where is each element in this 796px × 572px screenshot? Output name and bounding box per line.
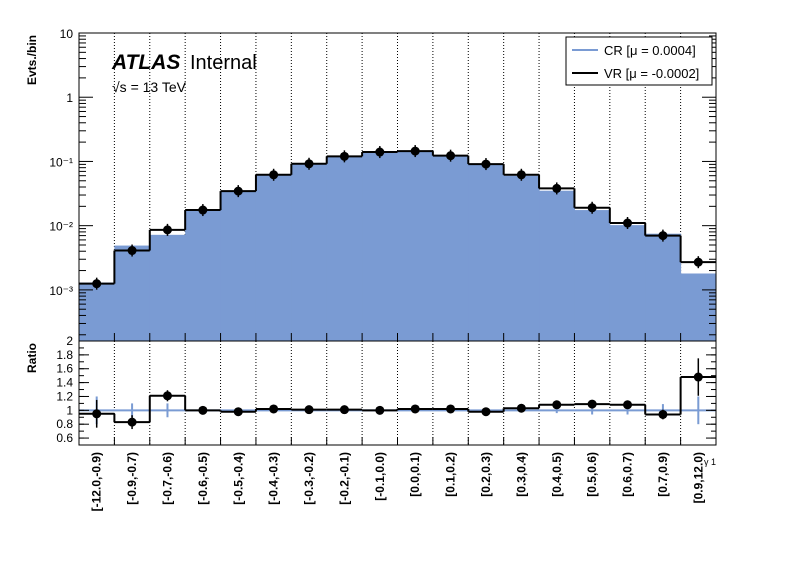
cr-bar	[114, 245, 151, 341]
vr-point	[481, 159, 491, 169]
y-tick-label: 10	[60, 27, 74, 41]
cr-bar	[680, 273, 717, 341]
vr-point	[233, 186, 243, 196]
ratio-point	[304, 405, 314, 415]
vr-point	[269, 170, 279, 180]
vr-point	[623, 218, 633, 228]
vr-point	[127, 246, 137, 256]
cr-bar	[326, 156, 363, 341]
ratio-tick-label: 0.8	[56, 417, 73, 431]
x-tick-label: [-0.6,-0.5)	[196, 452, 210, 505]
x-tick-label: [0.1,0.2)	[444, 452, 458, 497]
ratio-tick-label: 0.6	[56, 431, 73, 445]
cr-bar	[609, 225, 646, 341]
ratio-point	[269, 404, 279, 414]
cr-bar	[149, 234, 186, 341]
ratio-point	[623, 400, 633, 410]
legend-label-cr: CR [μ = 0.0004]	[604, 43, 696, 58]
vr-points	[92, 145, 703, 290]
y-tick-label: 10⁻³	[49, 284, 73, 298]
x-tick-label: [-0.1,0.0)	[373, 452, 387, 501]
cr-bar	[291, 163, 328, 341]
x-tick-label: [0.0,0.1)	[408, 452, 422, 497]
cr-bar	[468, 163, 505, 341]
x-tick-label: [-0.3,-0.2)	[302, 452, 316, 505]
ratio-point	[162, 391, 172, 401]
x-tick-label: [0.3,0.4)	[514, 452, 528, 497]
x-axis-label: γ 1	[704, 457, 716, 467]
vr-point	[410, 146, 420, 156]
ratio-point	[127, 417, 137, 427]
cr-bar	[574, 210, 611, 341]
ratio-point	[198, 405, 208, 415]
ratio-point	[92, 409, 102, 419]
ratio-points	[92, 358, 703, 430]
x-tick-label: [0.9,12.0)	[691, 452, 705, 503]
ratio-tick-label: 1	[66, 403, 73, 417]
vr-point	[375, 147, 385, 157]
cr-bar	[79, 282, 115, 341]
y-tick-label: 10⁻²	[49, 220, 73, 234]
legend-label-vr: VR [μ = -0.0002]	[604, 66, 699, 81]
ratio-point	[233, 407, 243, 417]
y-tick-label: 1	[66, 91, 73, 105]
vr-point	[92, 279, 102, 289]
x-tick-label: [0.4,0.5)	[550, 452, 564, 497]
cr-bar	[432, 155, 469, 341]
vr-point	[587, 203, 597, 213]
ratio-point	[481, 407, 491, 417]
ratio-tick-label: 1.2	[56, 389, 73, 403]
ratio-point	[516, 403, 526, 413]
legend: CR [μ = 0.0004] VR [μ = -0.0002]	[565, 36, 713, 86]
vr-point	[693, 257, 703, 267]
cr-bar	[397, 151, 434, 341]
ratio-tick-label: 1.4	[56, 376, 73, 390]
x-tick-label: [0.7,0.9)	[656, 452, 670, 497]
x-tick-label: [0.6,0.7)	[621, 452, 635, 497]
vr-point	[162, 225, 172, 235]
ratio-point	[693, 372, 703, 382]
vr-point	[516, 170, 526, 180]
ratio-tick-label: 1.8	[56, 348, 73, 362]
y-tick-label: 10⁻¹	[49, 155, 73, 169]
cr-bar	[362, 152, 398, 341]
ratio-point	[658, 409, 668, 419]
ratio-tick-label: 2	[66, 334, 73, 348]
vr-point	[304, 159, 314, 169]
atlas-label: ATLAS	[111, 51, 180, 74]
vr-point	[552, 183, 562, 193]
ratio-y-axis-label: Ratio	[25, 343, 39, 373]
axes: 10⁻³10⁻²10⁻¹1100.60.811.21.41.61.82[-12.…	[49, 27, 717, 511]
x-tick-label: [-0.9,-0.7)	[125, 452, 139, 505]
cr-bar	[220, 190, 257, 341]
energy-label: √s = 13 TeV	[112, 79, 187, 95]
ratio-point	[410, 404, 420, 414]
ratio-point	[587, 399, 597, 409]
ratio-point	[375, 405, 385, 415]
vr-point	[658, 231, 668, 241]
y-axis-label: Evts./bin	[25, 35, 39, 85]
ratio-point	[552, 400, 562, 410]
cr-bar	[645, 233, 682, 341]
x-tick-label: [0.5,0.6)	[585, 452, 599, 497]
cr-bar	[185, 210, 222, 341]
cr-bar	[503, 175, 540, 341]
x-tick-label: [-12.0,-0.9)	[90, 452, 104, 511]
x-tick-label: [-0.4,-0.3)	[267, 452, 281, 505]
vr-point	[339, 151, 349, 161]
x-tick-label: [-0.2,-0.1)	[337, 452, 351, 505]
x-tick-label: [-0.5,-0.4)	[231, 452, 245, 505]
cr-bar	[255, 175, 292, 341]
vr-point	[198, 205, 208, 215]
vr-point	[446, 151, 456, 161]
ratio-point	[446, 404, 456, 414]
ratio-point	[339, 405, 349, 415]
x-tick-label: [-0.7,-0.6)	[160, 452, 174, 505]
ratio-tick-label: 1.6	[56, 362, 73, 376]
cr-histogram	[79, 151, 717, 341]
internal-label: Internal	[190, 52, 257, 74]
cr-bar	[539, 190, 575, 341]
x-tick-label: [0.2,0.3)	[479, 452, 493, 497]
